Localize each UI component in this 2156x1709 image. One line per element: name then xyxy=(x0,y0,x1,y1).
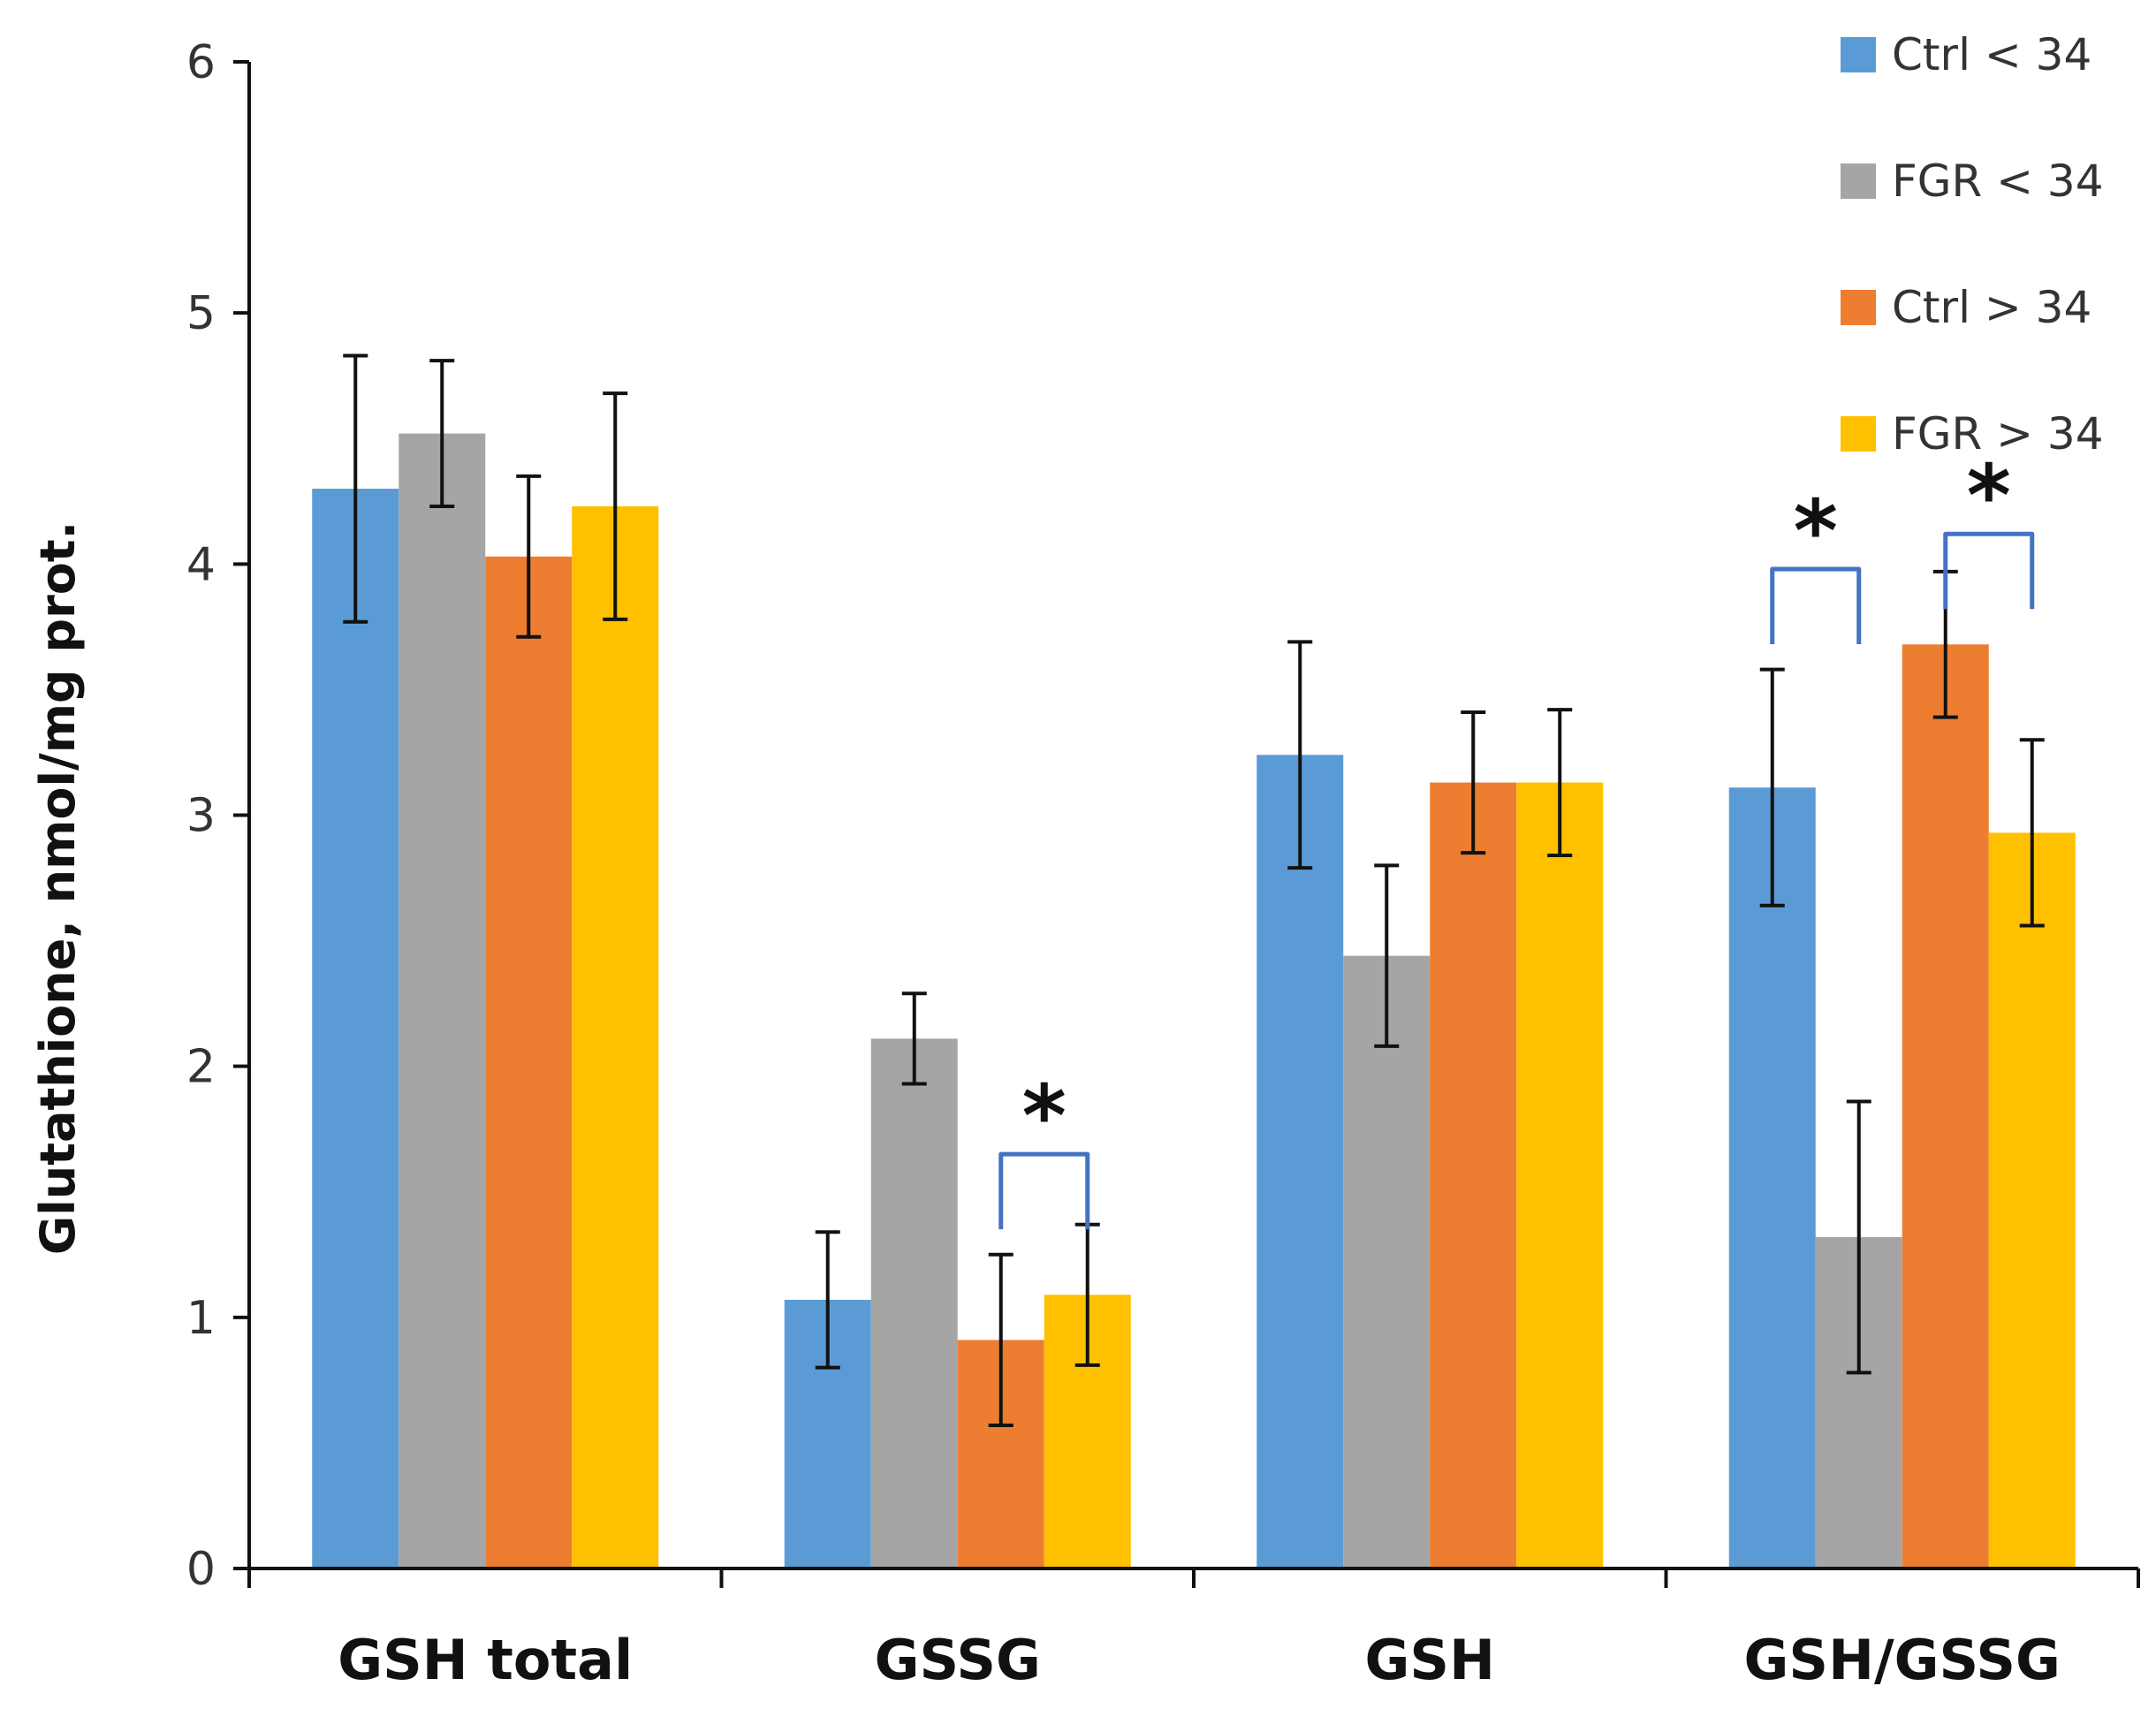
legend-label: Ctrl < 34 xyxy=(1892,29,2091,80)
bar xyxy=(1988,832,2076,1568)
significance-bracket xyxy=(1943,531,2035,610)
legend-swatch xyxy=(1841,290,1876,325)
y-tick-label: 5 xyxy=(186,287,216,340)
significance-layer: * * * xyxy=(998,447,2035,1230)
significance-star: * xyxy=(1794,482,1838,581)
bar xyxy=(1343,955,1431,1568)
legend-label: FGR < 34 xyxy=(1892,156,2104,207)
legend-swatch xyxy=(1841,163,1876,199)
legend: Ctrl < 34 FGR < 34 Ctrl > 34 FGR > 34 xyxy=(1841,29,2104,460)
y-tick-label: 3 xyxy=(186,790,216,843)
y-tick-label: 4 xyxy=(186,538,216,591)
x-tick-label: GSH xyxy=(1365,1628,1495,1692)
bar xyxy=(485,556,573,1568)
bar xyxy=(312,489,399,1569)
y-tick-label: 2 xyxy=(186,1041,216,1094)
legend-swatch xyxy=(1841,416,1876,452)
bar xyxy=(572,505,659,1568)
significance-bracket xyxy=(1770,566,1862,645)
legend-swatch xyxy=(1841,37,1876,72)
y-tick-label: 0 xyxy=(186,1543,216,1596)
bar xyxy=(1516,782,1604,1568)
y-axis-label: Glutathione, nmol/mg prot. xyxy=(30,521,86,1255)
significance-star: * xyxy=(1022,1067,1067,1166)
x-tick-label: GSSG xyxy=(875,1628,1041,1692)
error-bars-layer xyxy=(343,353,2045,1428)
y-tick-label: 1 xyxy=(186,1292,216,1345)
legend-label: FGR > 34 xyxy=(1892,408,2104,460)
legend-label: Ctrl > 34 xyxy=(1892,282,2091,333)
bar xyxy=(1902,644,1989,1569)
bar xyxy=(1430,782,1517,1568)
bar xyxy=(870,1038,958,1568)
significance-star: * xyxy=(1967,447,2011,546)
y-tick-label: 6 xyxy=(186,36,216,89)
bar xyxy=(1728,787,1816,1568)
x-tick-label: GSH/GSSG xyxy=(1744,1628,2061,1692)
bar xyxy=(1256,755,1344,1568)
significance-bracket xyxy=(998,1151,1090,1230)
bar xyxy=(399,433,486,1569)
x-tick-label: GSH total xyxy=(338,1628,633,1692)
bars-layer xyxy=(312,433,2076,1569)
axes-layer: 0 1 2 3 4 5 6 GSH total GSSG GSH GSH/GSSG xyxy=(186,36,2140,1692)
